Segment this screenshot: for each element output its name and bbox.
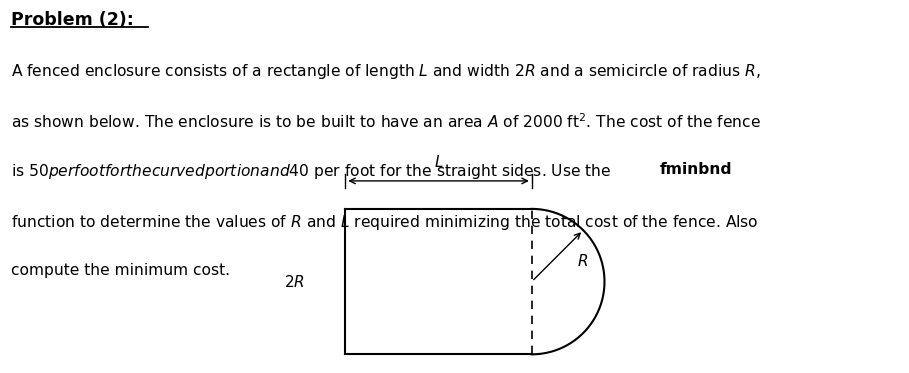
- Text: as shown below. The enclosure is to be built to have an area $A$ of 2000 ft$^2$.: as shown below. The enclosure is to be b…: [11, 112, 761, 131]
- Text: fminbnd: fminbnd: [660, 162, 733, 177]
- Text: $2R$: $2R$: [284, 274, 305, 289]
- Text: function to determine the values of $R$ and $L$ required minimizing the total co: function to determine the values of $R$ …: [11, 213, 758, 232]
- Text: is $50 per foot for the curved portion and $40 per foot for the straight sides. : is $50 per foot for the curved portion a…: [11, 162, 612, 181]
- Text: compute the minimum cost.: compute the minimum cost.: [11, 263, 230, 278]
- Text: $L$: $L$: [434, 154, 444, 170]
- Text: A fenced enclosure consists of a rectangle of length $L$ and width $2R$ and a se: A fenced enclosure consists of a rectang…: [11, 62, 761, 81]
- Text: $R$: $R$: [577, 254, 589, 270]
- Text: Problem (2):: Problem (2):: [11, 11, 134, 29]
